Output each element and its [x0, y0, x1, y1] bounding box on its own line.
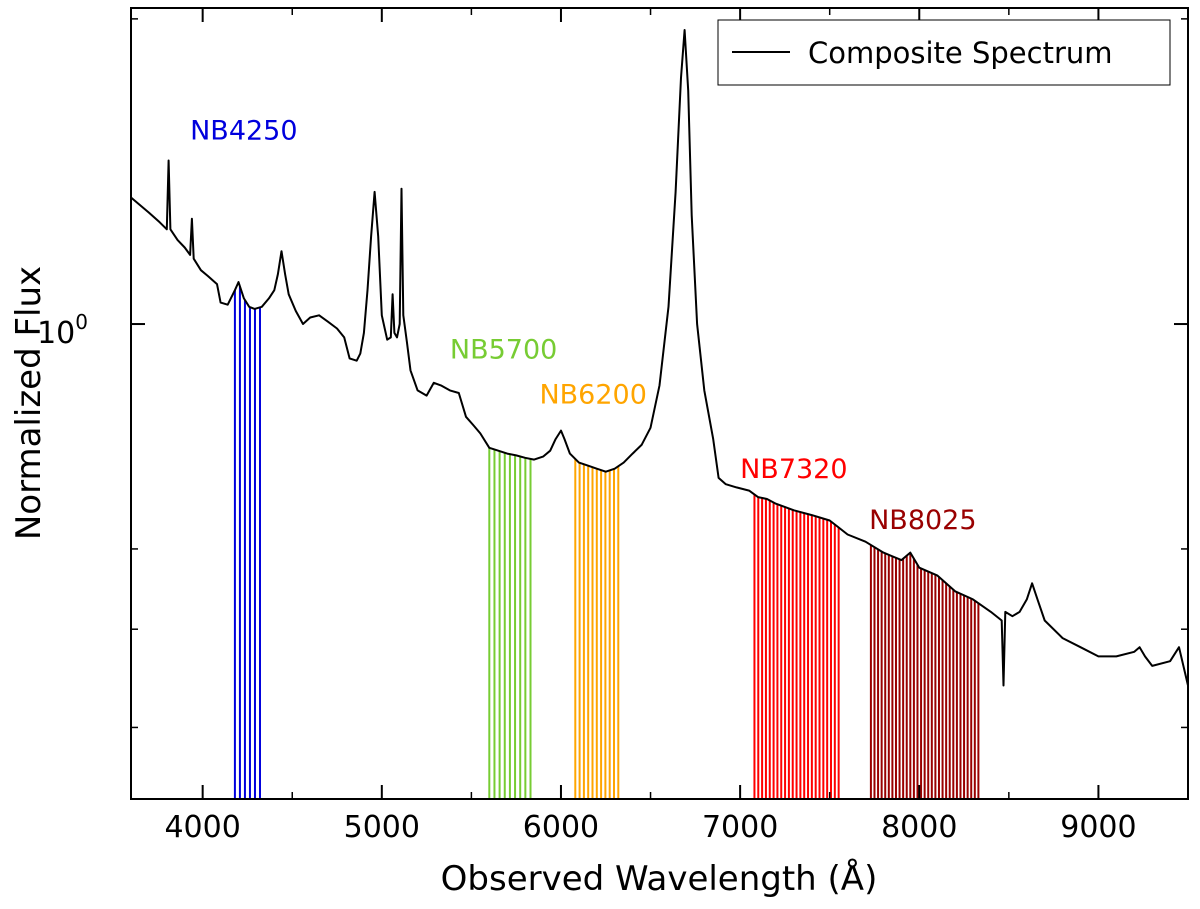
band-label-NB8025: NB8025: [869, 505, 976, 536]
band-labels: NB4250 NB5700 NB6200 NB7320 NB8025: [190, 116, 976, 536]
spectrum-line-layer: [130, 29, 1189, 687]
svg-text:100: 100: [37, 310, 88, 351]
x-tick-label: 7000: [702, 810, 778, 845]
y-tick-base: 10: [37, 316, 75, 351]
band-NB6200: [574, 458, 620, 799]
legend-label: Composite Spectrum: [808, 36, 1113, 70]
band-NB7320: [753, 494, 840, 799]
band-label-NB7320: NB7320: [740, 454, 847, 485]
legend-box: [717, 19, 1171, 86]
x-axis-title: Observed Wavelength (Å): [441, 858, 878, 899]
band-NB5700: [488, 447, 532, 799]
band-NB8025: [869, 544, 980, 799]
band-label-NB5700: NB5700: [450, 334, 557, 365]
x-tick-label: 4000: [164, 810, 240, 845]
band-label-NB4250: NB4250: [190, 116, 297, 147]
legend: Composite Spectrum: [717, 19, 1171, 86]
filter-bands: [233, 286, 980, 799]
x-tick-label: 8000: [881, 810, 957, 845]
band-label-NB6200: NB6200: [539, 379, 646, 410]
y-tick-exponent: 0: [75, 310, 88, 334]
band-NB4250: [233, 286, 261, 799]
axes: 4000 5000 6000 7000 8000 9000: [130, 7, 1189, 845]
y-axis-title: Normalized Flux: [9, 266, 49, 540]
y-tick-label-1: 100: [37, 310, 88, 351]
plot-frame: [130, 7, 1189, 800]
x-tick-label: 9000: [1060, 810, 1136, 845]
x-tick-label: 6000: [523, 810, 599, 845]
x-tick-label: 5000: [344, 810, 420, 845]
spectrum-series-line: [130, 29, 1189, 687]
